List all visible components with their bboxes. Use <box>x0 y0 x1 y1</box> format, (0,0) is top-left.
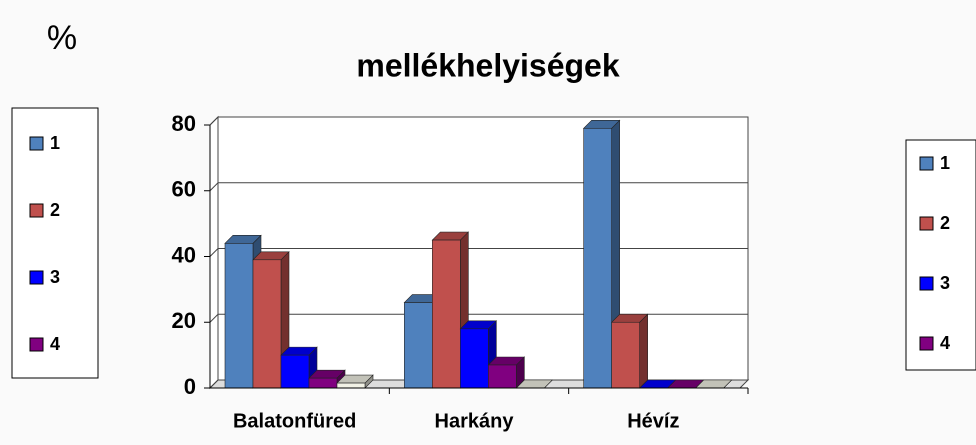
y-tick-label: 20 <box>172 308 196 333</box>
legend-label: 4 <box>940 333 950 353</box>
grid-line <box>209 379 748 389</box>
legend-label: 1 <box>50 133 60 153</box>
bar <box>488 364 517 389</box>
legend-swatch <box>29 136 44 151</box>
y-tick-label: 60 <box>172 177 196 202</box>
legend-swatch <box>919 276 934 291</box>
bar <box>460 328 489 389</box>
unit-label: % <box>47 19 77 57</box>
grid-line <box>209 313 748 323</box>
legend-label: 2 <box>50 200 60 220</box>
bar <box>280 354 310 389</box>
legend-swatch <box>29 270 44 285</box>
legend-swatch <box>919 156 934 171</box>
legend-swatch <box>29 203 44 218</box>
x-tick-label: Balatonfüred <box>233 410 356 432</box>
legend-swatch <box>29 337 44 352</box>
legend-box <box>905 139 976 371</box>
legend-label: 4 <box>50 334 60 354</box>
bar <box>583 127 612 389</box>
grid-line <box>209 182 748 192</box>
chart-title: mellékhelyiségek <box>356 47 619 83</box>
grid-line <box>209 116 748 126</box>
x-tick-label: Hévíz <box>627 410 679 432</box>
y-tick-label: 0 <box>184 374 196 399</box>
bar <box>252 259 282 389</box>
y-tick-label: 80 <box>172 111 196 136</box>
bar-side <box>639 313 648 389</box>
y-tick-label: 40 <box>172 242 196 267</box>
legend-label: 2 <box>940 213 950 233</box>
legend-label: 1 <box>940 153 950 173</box>
bar <box>224 243 254 389</box>
bar <box>432 239 461 389</box>
bar <box>611 321 640 389</box>
legend-label: 3 <box>940 273 950 293</box>
legend-swatch <box>919 216 934 231</box>
x-tick-label: Harkány <box>435 410 515 432</box>
grid-line <box>209 248 748 257</box>
bar <box>404 302 433 389</box>
bar <box>336 382 366 389</box>
legend-box <box>11 107 99 379</box>
legend-label: 3 <box>50 267 60 287</box>
legend-swatch <box>919 336 934 351</box>
bar <box>308 377 338 389</box>
